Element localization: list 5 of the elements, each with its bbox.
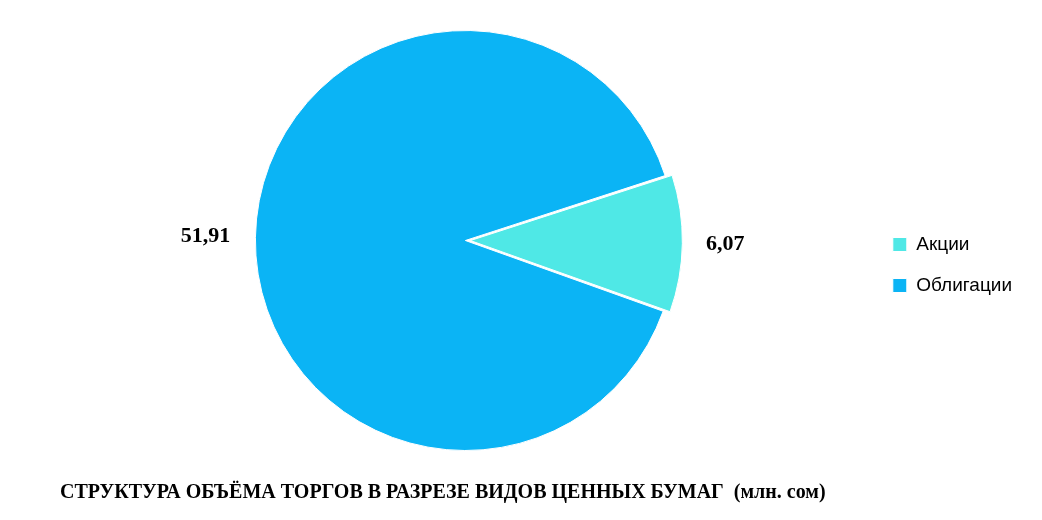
data-label: 51,91 xyxy=(180,222,231,248)
data-label: 6,07 xyxy=(706,230,745,256)
legend-label: Облигации xyxy=(916,273,1013,295)
text: СТРУКТУРА ОБЪЁМА ТОРГОВ В РАЗРЕЗЕ ВИДОВ ЦЕННЫХ БУМАГ (млн. сом) xyxy=(60,480,826,504)
legend-label: Акции xyxy=(916,232,970,254)
